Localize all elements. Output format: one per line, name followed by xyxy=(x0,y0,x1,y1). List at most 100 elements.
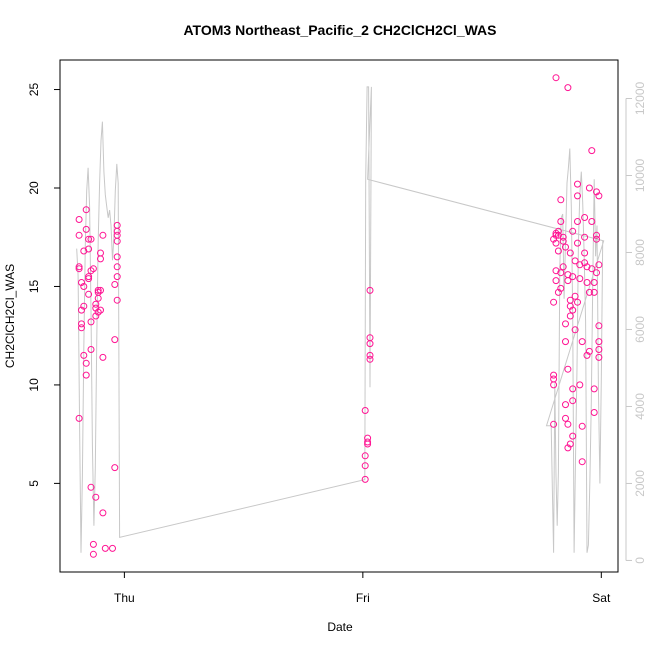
data-point xyxy=(89,265,97,273)
data-point xyxy=(366,334,374,342)
x-tick-label: Sat xyxy=(592,591,611,605)
data-point xyxy=(78,320,85,328)
data-point xyxy=(569,273,577,281)
data-point xyxy=(75,231,83,239)
y2-tick-label: 4000 xyxy=(633,393,647,420)
data-point xyxy=(87,346,95,353)
data-point xyxy=(75,414,83,422)
data-point xyxy=(569,306,577,314)
data-point xyxy=(583,263,591,271)
data-point xyxy=(574,239,581,247)
data-point xyxy=(80,302,88,310)
data-point xyxy=(595,192,603,200)
data-point xyxy=(99,509,107,517)
data-point xyxy=(94,286,102,294)
data-point xyxy=(364,434,372,442)
data-point xyxy=(552,74,560,82)
data-point xyxy=(585,288,593,296)
data-point xyxy=(590,409,598,416)
data-point xyxy=(366,351,374,359)
y2-tick-label: 0 xyxy=(633,557,647,564)
data-point xyxy=(113,237,121,245)
point-layer xyxy=(75,74,603,558)
data-point xyxy=(564,420,572,428)
data-point xyxy=(588,147,596,155)
data-point xyxy=(80,283,88,290)
data-point xyxy=(87,235,95,243)
data-point xyxy=(569,397,577,405)
data-point xyxy=(92,300,100,308)
data-point xyxy=(562,414,569,422)
data-point xyxy=(571,292,579,300)
data-point xyxy=(113,253,121,261)
data-point xyxy=(593,269,600,277)
data-point xyxy=(566,249,574,257)
right-axis: 0 2000 4000 6000 8000 10000 12000 xyxy=(625,81,647,564)
data-point xyxy=(111,336,119,344)
data-point xyxy=(571,326,579,334)
data-point xyxy=(361,452,369,460)
x-tick-label: Fri xyxy=(356,591,370,605)
data-point xyxy=(559,233,567,241)
data-point xyxy=(85,290,93,298)
data-point xyxy=(569,385,577,393)
data-point xyxy=(111,281,119,288)
data-point xyxy=(578,458,586,466)
data-point xyxy=(595,346,603,353)
data-point xyxy=(559,263,567,271)
data-point xyxy=(113,263,121,271)
data-point xyxy=(581,214,589,221)
data-point xyxy=(75,216,83,223)
data-point xyxy=(557,218,565,225)
data-point xyxy=(113,227,121,235)
data-point xyxy=(550,381,558,389)
data-point xyxy=(576,381,584,389)
data-point xyxy=(113,273,121,281)
data-point xyxy=(113,296,121,304)
data-point xyxy=(94,308,102,316)
data-point xyxy=(564,84,572,92)
y-tick-label: 10 xyxy=(27,378,41,392)
data-point xyxy=(564,365,572,373)
data-point xyxy=(585,347,593,355)
data-point xyxy=(113,221,121,229)
data-point xyxy=(595,261,603,269)
data-point xyxy=(366,355,374,363)
data-point xyxy=(574,180,581,188)
data-point xyxy=(366,286,374,294)
data-point xyxy=(554,247,562,255)
line-layer xyxy=(76,86,605,553)
data-point xyxy=(82,371,90,379)
data-point xyxy=(552,239,560,247)
data-point xyxy=(85,273,93,281)
y2-tick-label: 6000 xyxy=(633,316,647,343)
data-point xyxy=(581,249,589,257)
data-point xyxy=(562,338,569,346)
data-point xyxy=(94,294,102,302)
data-point xyxy=(562,243,569,251)
y-tick-label: 15 xyxy=(27,279,41,293)
x-tick-label: Thu xyxy=(114,591,135,605)
data-point xyxy=(590,279,598,286)
series-line xyxy=(76,86,605,553)
data-point xyxy=(581,233,589,241)
data-point xyxy=(85,235,93,243)
data-point xyxy=(101,544,109,552)
data-point xyxy=(82,206,90,214)
data-point xyxy=(550,375,558,383)
data-point xyxy=(92,493,100,501)
data-point xyxy=(557,284,565,292)
y-tick-label: 25 xyxy=(27,83,41,97)
data-point xyxy=(566,312,574,320)
data-point xyxy=(97,306,104,314)
data-point xyxy=(364,438,372,446)
bottom-axis: Thu Fri Sat xyxy=(114,571,611,605)
x-axis-label: Date xyxy=(327,620,353,634)
y2-tick-label: 2000 xyxy=(633,470,647,497)
data-point xyxy=(361,475,369,483)
data-point xyxy=(554,227,562,235)
data-point xyxy=(576,275,584,283)
data-point xyxy=(78,306,85,314)
data-point xyxy=(566,440,574,448)
